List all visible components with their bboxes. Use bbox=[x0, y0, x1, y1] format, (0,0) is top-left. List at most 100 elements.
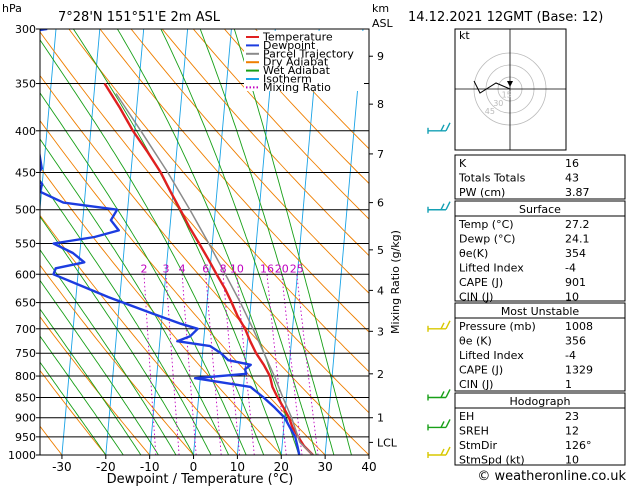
legend-entry: Temperature bbox=[262, 31, 333, 44]
legend-background bbox=[244, 31, 364, 91]
pressure-tick-label: 300 bbox=[15, 23, 36, 36]
series-line-dewpoint bbox=[40, 29, 301, 455]
isotherm-line bbox=[324, 29, 364, 455]
km-tick-label: 6 bbox=[377, 197, 384, 210]
hodograph-frame bbox=[454, 28, 567, 151]
pressure-tick-label: 950 bbox=[15, 431, 36, 444]
hodograph-label: StmSpd (kt) bbox=[459, 454, 525, 467]
km-axis: 9 8 7 6 5 4 3 2 1 LCL bbox=[369, 50, 398, 449]
asl-label: ASL bbox=[372, 17, 394, 30]
pressure-tick-label: 600 bbox=[15, 268, 36, 281]
wind-barb bbox=[427, 201, 451, 213]
surface-title: Surface bbox=[519, 203, 561, 216]
most-unstable-label: CAPE (J) bbox=[459, 364, 503, 377]
plot-frame bbox=[39, 28, 370, 456]
mixing-ratio-label: 2 bbox=[141, 262, 148, 275]
mixing-ratio-line bbox=[143, 274, 157, 455]
hodograph-title: Hodograph bbox=[510, 395, 571, 408]
isotherm-line bbox=[280, 29, 320, 455]
legend-entry: Wet Adiabat bbox=[263, 64, 331, 77]
pressure-tick-label: 500 bbox=[15, 204, 36, 217]
pressure-tick-label: 750 bbox=[15, 347, 36, 360]
legend-entry: Isotherm bbox=[263, 73, 312, 86]
index-value: 16 bbox=[565, 157, 579, 170]
legend-entry: Mixing Ratio bbox=[263, 81, 331, 94]
hodograph-box bbox=[454, 392, 626, 466]
surface-label: Dewp (°C) bbox=[459, 233, 515, 246]
wind-barb bbox=[427, 419, 451, 431]
dry-adiabat-line bbox=[224, 29, 369, 185]
mixing-ratio-labels: 2 3 4 6 8 10 16 20 25 bbox=[141, 262, 304, 275]
index-label: Totals Totals bbox=[458, 172, 526, 185]
mixing-ratio-label: 10 bbox=[230, 262, 244, 275]
temperature-tick-label: 40 bbox=[361, 460, 376, 474]
mixing-ratio-label: 16 bbox=[260, 262, 274, 275]
mixing-ratio-line bbox=[266, 274, 287, 455]
location-title: 7°28'N 151°51'E 2m ASL bbox=[58, 10, 221, 25]
mixing-ratio-label: 20 bbox=[275, 262, 289, 275]
isotherm-line bbox=[40, 29, 57, 214]
surface-value: -4 bbox=[565, 262, 576, 275]
isotherm-line bbox=[0, 29, 12, 455]
temperature-tick-label: 0 bbox=[190, 460, 198, 474]
mixing-ratio-line bbox=[296, 274, 319, 455]
mixing-ratio-line bbox=[281, 274, 303, 455]
km-tick-label: 2 bbox=[377, 368, 384, 381]
isotherm-line bbox=[193, 29, 232, 455]
hodograph-value: 23 bbox=[565, 410, 579, 423]
km-tick-label: LCL bbox=[377, 436, 398, 449]
temperature-tick-label: 10 bbox=[230, 460, 245, 474]
pressure-tick-label: 800 bbox=[15, 370, 36, 383]
most-unstable-label: Lifted Index bbox=[459, 349, 524, 362]
hodograph-value: 126° bbox=[565, 439, 592, 452]
dry-adiabat-line bbox=[161, 29, 369, 257]
hodograph-label: EH bbox=[459, 410, 474, 423]
pressure-tick-label: 900 bbox=[15, 412, 36, 425]
km-tick-label: 9 bbox=[377, 50, 384, 63]
pressure-tick-label: 1000 bbox=[8, 449, 36, 462]
hodograph-value: 10 bbox=[565, 454, 579, 467]
series-line-temperature bbox=[103, 82, 314, 455]
index-label: K bbox=[459, 157, 467, 170]
most-unstable-value: 1008 bbox=[565, 320, 593, 333]
dry-adiabat-line bbox=[40, 166, 282, 455]
km-tick-label: 3 bbox=[377, 325, 384, 338]
isotherm-line bbox=[149, 29, 189, 455]
hodograph-kt-label: kt bbox=[459, 29, 470, 42]
index-value: 3.87 bbox=[565, 186, 590, 199]
surface-box bbox=[454, 200, 626, 302]
surface-value: 24.1 bbox=[565, 233, 590, 246]
wet-adiabat-line bbox=[40, 335, 124, 455]
most-unstable-value: -4 bbox=[565, 349, 576, 362]
storm-motion-marker bbox=[507, 81, 513, 87]
km-tick-label: 1 bbox=[377, 412, 384, 425]
pressure-tick-label: 550 bbox=[15, 238, 36, 251]
surface-label: Temp (°C) bbox=[458, 218, 514, 231]
pressure-tick-label: 700 bbox=[15, 323, 36, 336]
most-unstable-label: Pressure (mb) bbox=[459, 320, 536, 333]
dry-adiabat-line bbox=[40, 316, 151, 455]
mixing-ratio-line bbox=[236, 274, 255, 455]
most-unstable-title: Most Unstable bbox=[501, 305, 580, 318]
isotherm-lines bbox=[0, 29, 369, 455]
km-tick-label: 8 bbox=[377, 98, 384, 111]
mixing-ratio-line bbox=[222, 274, 241, 455]
mixing-ratio-label: 3 bbox=[163, 262, 170, 275]
index-tables: K 16 Totals Totals 43 PW (cm) 3.87 Surface Temp… bbox=[454, 154, 626, 467]
isotherm-line bbox=[61, 29, 101, 455]
legend-entry: Dewpoint bbox=[263, 39, 316, 52]
temperature-tick-label: -30 bbox=[52, 460, 72, 474]
profile-series bbox=[40, 29, 314, 455]
wind-barb bbox=[427, 389, 451, 401]
temperature-tick-label: -20 bbox=[96, 460, 116, 474]
mixing-ratio-line bbox=[165, 274, 180, 455]
hodograph-label: StmDir bbox=[459, 439, 498, 452]
isotherm-line bbox=[236, 29, 276, 455]
surface-value: 901 bbox=[565, 276, 586, 289]
wind-barb bbox=[427, 446, 451, 458]
km-label: km bbox=[372, 2, 389, 15]
hodograph-value: 12 bbox=[565, 425, 579, 438]
